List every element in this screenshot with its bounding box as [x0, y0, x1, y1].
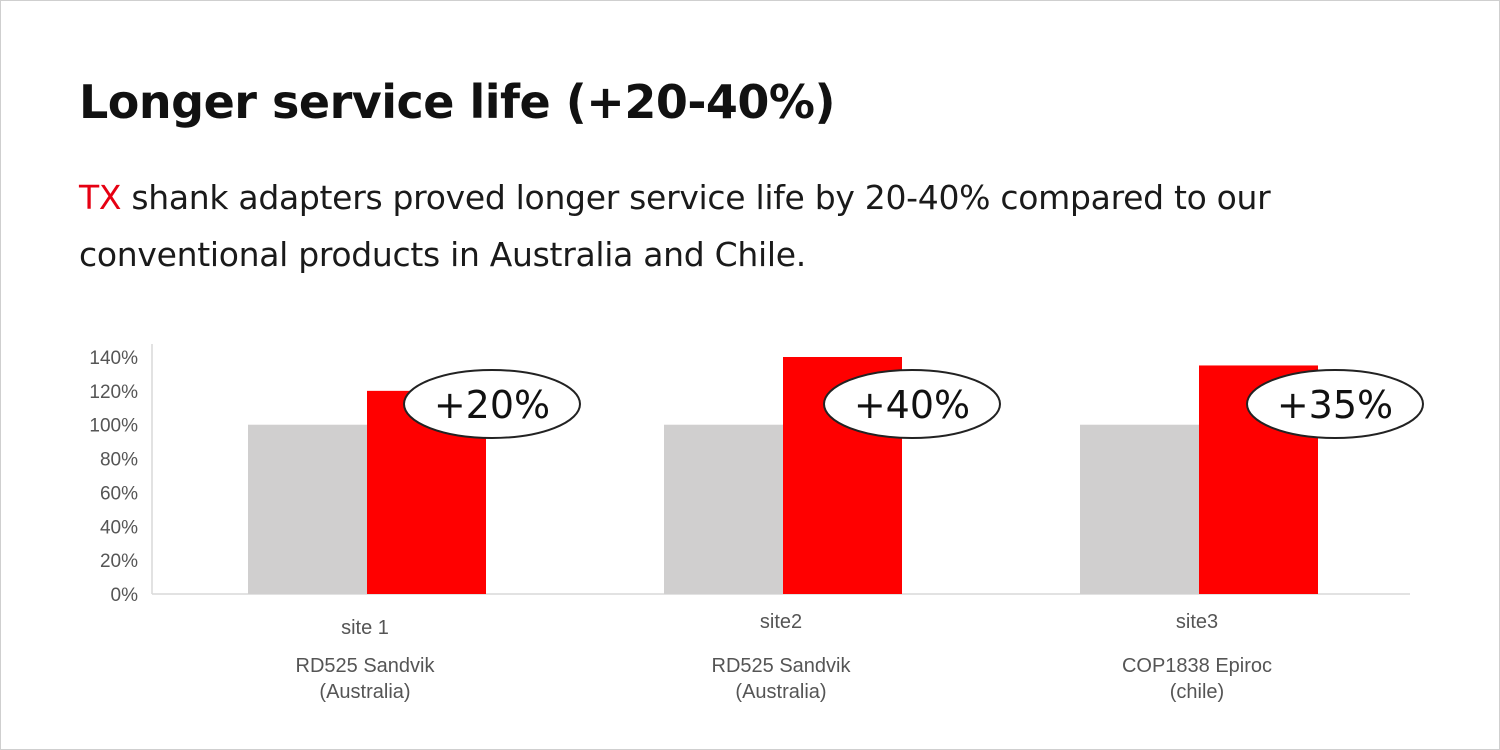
x-category-site: site3 [1176, 611, 1218, 633]
y-tick-label: 20% [100, 551, 138, 572]
annotation-label: +35% [1277, 383, 1393, 427]
annotation-bubble [403, 369, 581, 439]
x-category-site: site 1 [341, 617, 389, 639]
subtitle-highlight: TX [79, 178, 122, 217]
y-tick-label: 120% [89, 382, 138, 403]
chart-annotations: +20% +40% +35% [403, 369, 1424, 439]
page-title: Longer service life (+20-40%) [79, 75, 836, 129]
annotation-label: +40% [854, 383, 970, 427]
subtitle-text: shank adapters proved longer service lif… [79, 178, 1271, 274]
y-axis-ticks: 0% 20% 40% 60% 80% 100% 120% 140% [89, 348, 138, 606]
x-category-region: (Australia) [735, 681, 826, 703]
y-tick-label: 140% [89, 348, 138, 369]
baseline-bar [1080, 424, 1199, 594]
y-tick-label: 60% [100, 483, 138, 504]
x-axis-categories: site 1 RD525 Sandvik (Australia) site2 RD525… [296, 611, 1273, 703]
annotation-label: +20% [434, 383, 550, 427]
y-tick-label: 100% [89, 416, 138, 437]
x-category-region: (Australia) [319, 681, 410, 703]
y-tick-label: 80% [100, 450, 138, 471]
baseline-bar [248, 424, 367, 594]
x-category-machine: RD525 Sandvik [296, 655, 436, 677]
y-tick-label: 0% [111, 585, 139, 606]
y-tick-label: 40% [100, 517, 138, 538]
annotation-bubble [1246, 369, 1424, 439]
baseline-bar [664, 424, 783, 594]
x-category-region: (chile) [1170, 681, 1224, 703]
x-category-site: site2 [760, 611, 802, 633]
annotation-bubble [823, 369, 1001, 439]
x-category-machine: COP1838 Epiroc [1122, 655, 1272, 677]
x-category-machine: RD525 Sandvik [712, 655, 852, 677]
subtitle: TX shank adapters proved longer service … [79, 169, 1409, 283]
